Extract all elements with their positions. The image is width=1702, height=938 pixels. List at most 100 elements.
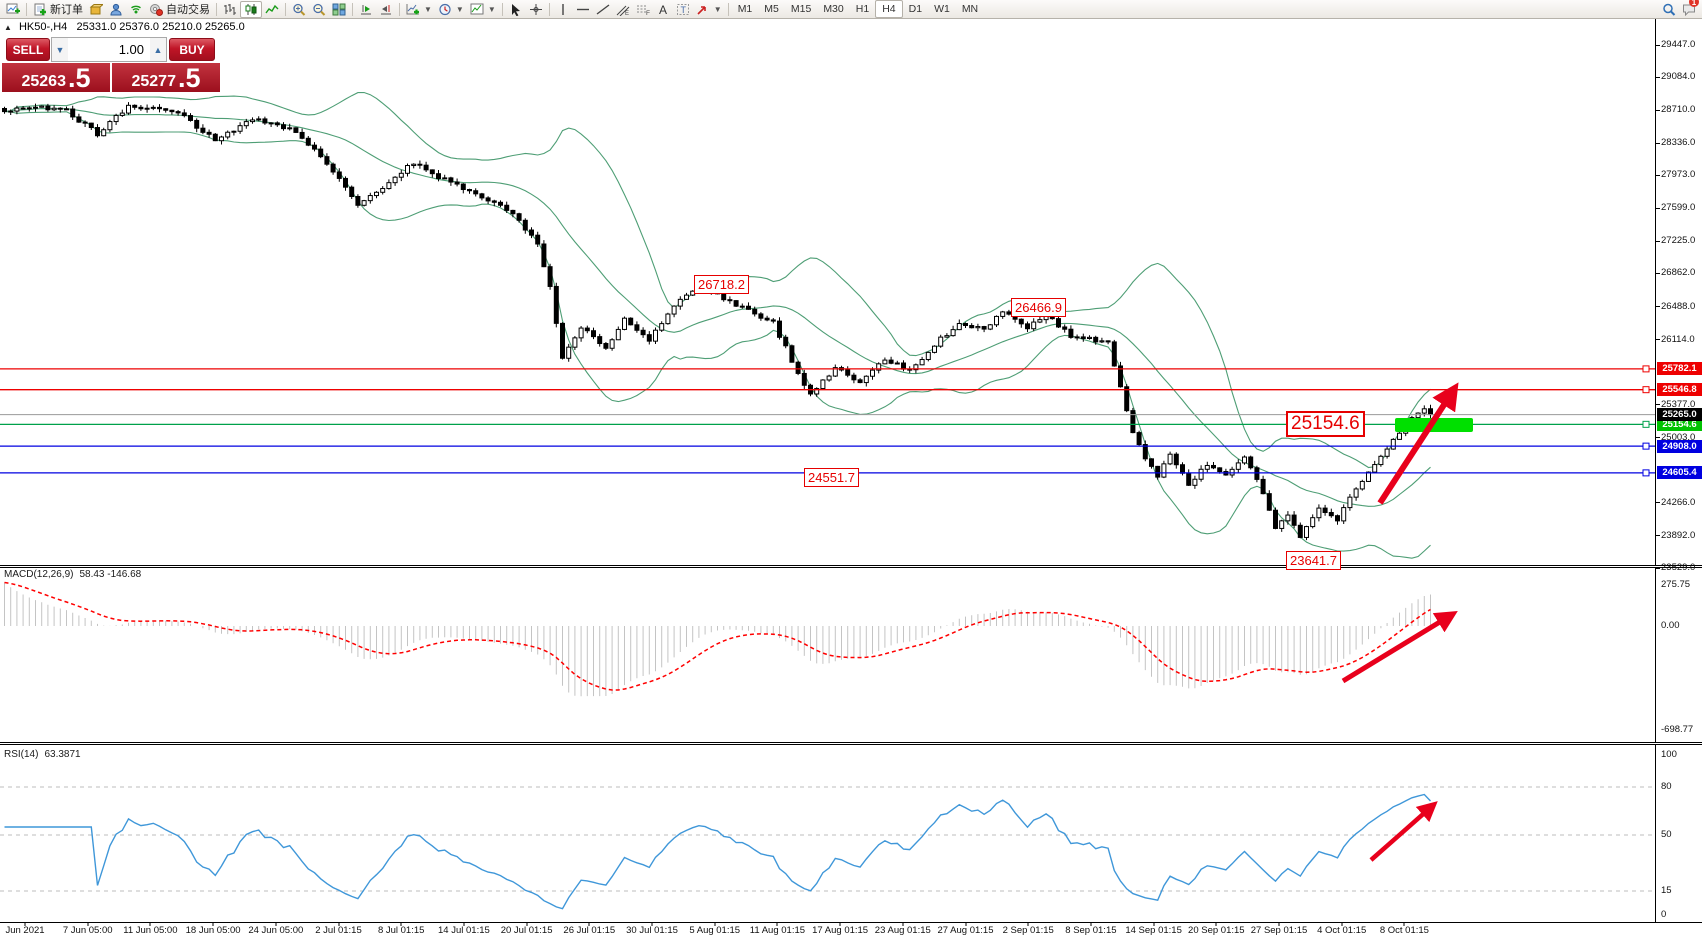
trendline-tool-button[interactable] bbox=[593, 1, 613, 18]
candle bbox=[312, 144, 317, 150]
indicators-button[interactable]: ▼ bbox=[403, 1, 435, 18]
timeframe-button-mn[interactable]: MN bbox=[961, 3, 979, 15]
rsi-panel bbox=[0, 786, 1655, 910]
periods-button[interactable]: ▼ bbox=[435, 1, 467, 18]
trend-arrow-main[interactable] bbox=[1377, 382, 1459, 505]
channel-tool-button[interactable]: E bbox=[613, 1, 633, 18]
candle bbox=[1285, 514, 1291, 522]
candle bbox=[1421, 408, 1427, 414]
time-tick bbox=[1403, 922, 1405, 926]
line-chart-button[interactable] bbox=[262, 1, 282, 18]
candle bbox=[1124, 386, 1130, 412]
buy-button[interactable]: BUY bbox=[169, 38, 215, 61]
candle bbox=[851, 374, 857, 381]
time-tick bbox=[1090, 922, 1092, 926]
price-tick-label: 29447.0 bbox=[1661, 39, 1696, 50]
svg-text:E: E bbox=[625, 11, 629, 16]
candle bbox=[820, 379, 826, 390]
cube-icon bbox=[89, 3, 103, 16]
macd-panel-separator[interactable] bbox=[0, 565, 1702, 568]
timeframe-button-d1[interactable]: D1 bbox=[908, 3, 923, 15]
time-axis-label: 23 Aug 01:15 bbox=[874, 925, 931, 936]
candle bbox=[256, 118, 262, 121]
chart-shift-button[interactable] bbox=[376, 1, 396, 18]
zoom-out-button[interactable] bbox=[309, 1, 329, 18]
candle bbox=[764, 317, 770, 321]
volume-stepper[interactable]: ▼ 1.00 ▲ bbox=[51, 37, 167, 62]
price-tick bbox=[1655, 76, 1660, 78]
signals-button[interactable] bbox=[126, 1, 146, 18]
trend-arrow-rsi[interactable] bbox=[1369, 801, 1438, 862]
candle bbox=[975, 326, 981, 329]
timeframe-button-m15[interactable]: M15 bbox=[790, 3, 812, 15]
candle bbox=[1384, 448, 1390, 457]
buy-price-display[interactable]: 25277 .5 bbox=[112, 63, 220, 92]
candle bbox=[1062, 326, 1068, 330]
candle bbox=[1186, 472, 1192, 486]
crosshair-icon bbox=[529, 3, 543, 16]
candle bbox=[963, 322, 968, 327]
price-tick-label: 27973.0 bbox=[1661, 169, 1696, 181]
candle bbox=[299, 131, 305, 139]
candle bbox=[653, 329, 658, 342]
candle bbox=[1093, 336, 1099, 343]
price-tick bbox=[1655, 240, 1660, 242]
tile-windows-button[interactable] bbox=[329, 1, 349, 18]
candle bbox=[467, 189, 472, 192]
cursor-tool-button[interactable] bbox=[506, 1, 526, 18]
timeframe-button-m30[interactable]: M30 bbox=[823, 3, 844, 15]
candle bbox=[361, 200, 367, 206]
templates-button[interactable]: ▼ bbox=[467, 1, 499, 18]
horizontal-line-tool-button[interactable] bbox=[573, 1, 593, 18]
current-price-badge: 25265.0 bbox=[1657, 408, 1702, 422]
timeframe-button-h4[interactable]: H4 bbox=[875, 0, 903, 18]
timeframe-button-m5[interactable]: M5 bbox=[764, 3, 779, 15]
notifications-button[interactable]: 1 bbox=[1679, 0, 1699, 18]
metaeditor-button[interactable] bbox=[86, 1, 106, 18]
price-annotation-26718.2[interactable]: 26718.2 bbox=[694, 275, 749, 294]
volume-decrease-button[interactable]: ▼ bbox=[52, 38, 68, 61]
time-axis-line bbox=[0, 922, 1702, 923]
window-marker-icon: ▲ bbox=[4, 23, 12, 32]
new-order-button[interactable]: 新订单 bbox=[30, 1, 86, 18]
search-button[interactable] bbox=[1659, 1, 1679, 18]
candle bbox=[795, 361, 801, 374]
community-button[interactable] bbox=[106, 1, 126, 18]
price-annotation-23641.7[interactable]: 23641.7 bbox=[1286, 551, 1341, 570]
vertical-line-tool-button[interactable] bbox=[553, 1, 573, 18]
trend-arrow-macd[interactable] bbox=[1341, 611, 1458, 684]
bar-chart-button[interactable] bbox=[220, 1, 240, 18]
price-level-badge: 24605.4 bbox=[1657, 466, 1702, 480]
candle bbox=[615, 328, 621, 341]
candle bbox=[882, 359, 888, 365]
timeframe-button-m1[interactable]: M1 bbox=[737, 3, 753, 15]
text-tool-button[interactable]: A bbox=[653, 1, 673, 18]
sell-price-main: 25263 bbox=[21, 73, 66, 90]
candle bbox=[491, 200, 497, 203]
price-annotation-25154.6[interactable]: 25154.6 bbox=[1286, 411, 1365, 437]
price-annotation-26466.9[interactable]: 26466.9 bbox=[1011, 298, 1066, 317]
volume-increase-button[interactable]: ▲ bbox=[150, 38, 166, 61]
time-axis-label: 11 Aug 01:15 bbox=[749, 925, 806, 936]
one-click-trading-panel: SELL ▼ 1.00 ▲ BUY 25263 .5 25277 .5 bbox=[2, 36, 220, 92]
auto-scroll-button[interactable] bbox=[356, 1, 376, 18]
timeframe-button-w1[interactable]: W1 bbox=[934, 3, 950, 15]
new-chart-button[interactable] bbox=[3, 1, 23, 18]
price-tick-label: 27599.0 bbox=[1661, 202, 1696, 214]
candle bbox=[454, 181, 460, 185]
volume-input[interactable]: 1.00 bbox=[118, 42, 144, 57]
candlestick-chart-button[interactable] bbox=[240, 0, 262, 18]
timeframe-button-h1[interactable]: H1 bbox=[855, 3, 870, 15]
rsi-panel-separator[interactable] bbox=[0, 742, 1702, 745]
candle bbox=[343, 177, 348, 188]
label-tool-button[interactable]: T bbox=[673, 1, 693, 18]
arrows-tool-button[interactable]: ▼ bbox=[693, 1, 725, 18]
sell-price-display[interactable]: 25263 .5 bbox=[2, 63, 110, 92]
price-annotation-24551.7[interactable]: 24551.7 bbox=[804, 468, 859, 487]
crosshair-tool-button[interactable] bbox=[526, 1, 546, 18]
sell-button[interactable]: SELL bbox=[6, 38, 50, 61]
autotrading-button[interactable]: 自动交易 bbox=[146, 1, 213, 18]
fibonacci-tool-button[interactable]: F bbox=[633, 1, 653, 18]
zoom-in-button[interactable] bbox=[289, 1, 309, 18]
